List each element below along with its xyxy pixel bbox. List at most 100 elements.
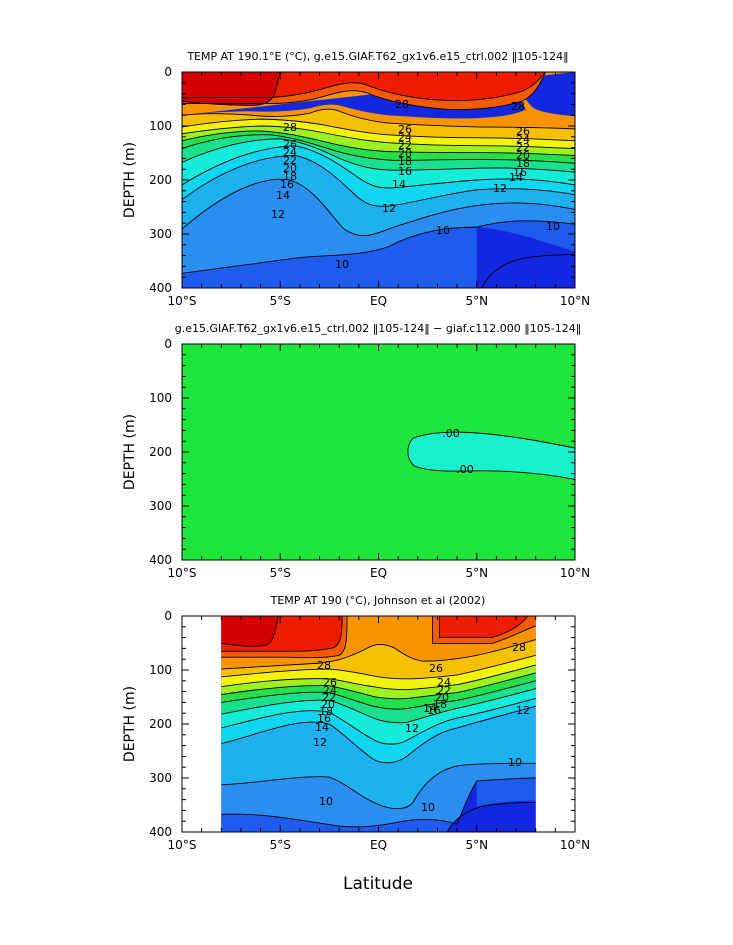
y-tick-label: 100 [149, 663, 172, 677]
p1-clabel: 18 [516, 157, 530, 170]
y-tick-label: 400 [149, 281, 172, 295]
p2-clabel: .00 [456, 463, 474, 476]
p3-band-14-16 [221, 688, 536, 745]
y-axis-title: DEPTH (m) [122, 414, 138, 490]
y-tick-label: 100 [149, 119, 172, 133]
p1-clabel: 20 [516, 149, 530, 162]
p1-clabel: 16 [280, 178, 294, 191]
p1-band-10-11b [476, 220, 575, 252]
p3-band-11-12 [221, 763, 536, 827]
y-tick-label: 0 [164, 609, 172, 623]
p1-contour-labels: 28 28 28 26 24 22 20 18 16 14 12 26 24 2… [271, 98, 560, 271]
x-tick-label: 5°S [270, 294, 291, 308]
p1-clabel: 28 [395, 98, 409, 111]
panel-2-title: g.e15.GIAF.T62_gx1v6.e15_ctrl.002 ‖105-1… [175, 322, 582, 335]
x-tick-label: 10°N [560, 294, 590, 308]
x-tick-label: 5°N [465, 838, 488, 852]
p1-band-14-16 [182, 138, 575, 189]
panel-3: TEMP AT 190 (°C), Johnson et al (2002) [122, 594, 590, 852]
y-tick-label: 300 [149, 771, 172, 785]
p3-clabel: 18 [319, 705, 333, 718]
p3-band-29-30 [221, 616, 528, 652]
p1-band-gt30 [182, 72, 281, 106]
y-tick-label: 400 [149, 825, 172, 839]
panel-2-plot [182, 344, 575, 560]
p3-clabel: 12 [313, 736, 327, 749]
panel-1-axes: 10°S 5°S EQ 5°N 10°N 0 100 200 300 400 DEPTH (m) [122, 65, 590, 308]
x-tick-label: 10°N [560, 838, 590, 852]
p3-clabel: 26 [323, 676, 337, 689]
y-axis-title: DEPTH (m) [122, 686, 138, 762]
p3-clabel: 14 [315, 721, 329, 734]
p1-band-10-11-deep [182, 264, 300, 288]
y-tick-label: 200 [149, 173, 172, 187]
p2-clabel: .00 [442, 427, 460, 440]
p1-band-20-22 [182, 126, 575, 156]
p1-clabel: 26 [516, 125, 530, 138]
p2-contour-line [408, 432, 575, 479]
panel-1-title: TEMP AT 190.1°E (°C), g.e15.GIAF.T62_gx1… [186, 50, 568, 63]
x-tick-label: EQ [370, 294, 387, 308]
p1-clabel: 14 [276, 189, 290, 202]
p3-clabel: 20 [321, 698, 335, 711]
p3-clabel: 12 [516, 704, 530, 717]
x-tick-label: EQ [370, 838, 387, 852]
y-tick-label: 200 [149, 717, 172, 731]
p3-band-26-28 [221, 616, 536, 670]
p3-band-22-24 [221, 655, 536, 690]
p1-clabel: 18 [283, 170, 297, 183]
p3-clabel: 26 [429, 662, 443, 675]
y-tick-label: 100 [149, 391, 172, 405]
p1-clabel: 16 [513, 166, 527, 179]
x-tick-label: 10°S [168, 566, 197, 580]
p1-clabel: 14 [509, 171, 523, 184]
p1-clabel: 10 [436, 224, 450, 237]
y-tick-label: 300 [149, 227, 172, 241]
p3-clabel: 18 [433, 698, 447, 711]
p1-clabel: 22 [516, 141, 530, 154]
p1-clabel: 26 [398, 123, 412, 136]
p3-data-region [221, 616, 536, 832]
panel-2: g.e15.GIAF.T62_gx1v6.e15_ctrl.002 ‖105-1… [122, 322, 590, 580]
p3-band-20-22 [221, 665, 536, 699]
p3-band-24-26 [221, 639, 536, 679]
p1-clabel: 12 [382, 202, 396, 215]
p3-clabel: 22 [437, 684, 451, 697]
panel-1-plot [182, 72, 575, 288]
x-tick-label: 5°S [270, 838, 291, 852]
y-tick-label: 0 [164, 65, 172, 79]
p3-band-lt10-ne [447, 802, 536, 832]
p1-contour-lines [182, 72, 575, 288]
p3-band-12-13 [221, 706, 536, 809]
y-tick-label: 400 [149, 553, 172, 567]
p3-clabel: 24 [323, 684, 337, 697]
p1-band-11-12 [182, 179, 575, 274]
p3-clabel: 28 [512, 641, 526, 654]
p3-clabel: 28 [317, 659, 331, 672]
p1-clabel: 12 [493, 182, 507, 195]
p1-clabel: 24 [516, 133, 530, 146]
p1-clabel: 12 [271, 208, 285, 221]
y-tick-label: 200 [149, 445, 172, 459]
p3-clabel: 20 [435, 691, 449, 704]
p3-clabel: 10 [319, 795, 333, 808]
p1-clabel: 16 [398, 165, 412, 178]
p1-band-13-14 [182, 145, 575, 207]
y-tick-label: 0 [164, 337, 172, 351]
p1-clabel: 28 [283, 121, 297, 134]
panel-3-title: TEMP AT 190 (°C), Johnson et al (2002) [270, 594, 486, 607]
p1-clabel: 18 [398, 155, 412, 168]
x-tick-label: 5°N [465, 566, 488, 580]
p3-clabel: 14 [423, 702, 437, 715]
p1-clabel: 22 [398, 139, 412, 152]
p3-contour-lines [221, 616, 536, 832]
y-tick-label: 300 [149, 499, 172, 513]
p3-clabel: 12 [405, 722, 419, 735]
p3-clabel: 10 [421, 801, 435, 814]
p1-clabel: 10 [546, 220, 560, 233]
x-tick-label: EQ [370, 566, 387, 580]
panel-3-axes: 10°S 5°S EQ 5°N 10°N 0 100 200 300 400 DEPTH (m) [122, 609, 590, 852]
p1-clabel: 28 [511, 100, 525, 113]
p1-clabel: 20 [398, 147, 412, 160]
panel-3-plot [221, 616, 536, 832]
